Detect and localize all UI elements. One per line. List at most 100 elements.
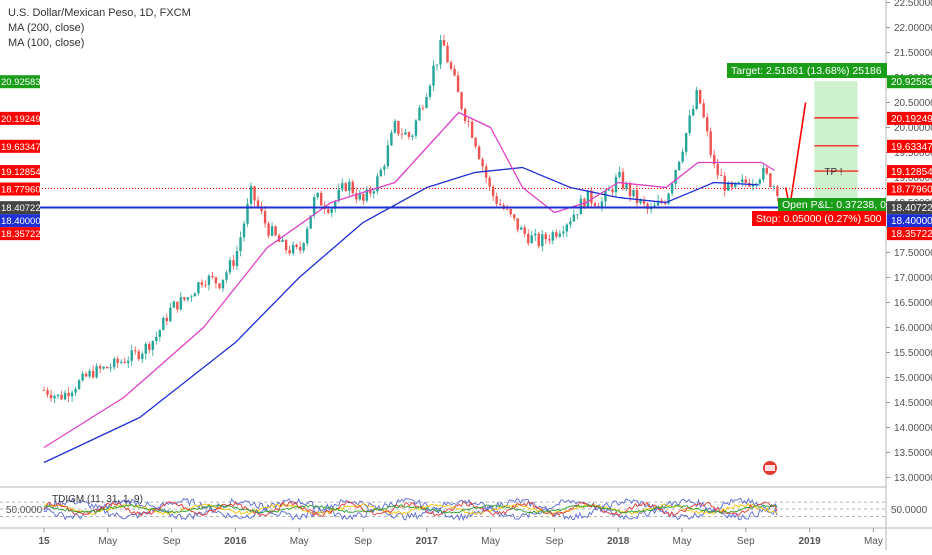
price-axis-label: 16.00000 (894, 323, 932, 334)
price-label-text: 18.40000 (891, 216, 932, 227)
candle-body (516, 218, 519, 230)
indicator-value-label: 50.0000 (891, 505, 928, 516)
time-axis: 15 May Sep 2016 May Sep 2017 May Sep 2018 May Sep 20… (38, 528, 883, 547)
ma100-line (43, 111, 775, 449)
candle-body (56, 394, 60, 397)
candle-body (77, 380, 81, 390)
left-price-label-bg (0, 182, 40, 196)
candle-body (590, 190, 593, 204)
candle-body (593, 203, 597, 207)
candle-body (179, 297, 183, 310)
price-label-bg (887, 214, 932, 228)
indicator-rsi-line (43, 501, 778, 518)
price-label-bg (887, 227, 932, 241)
candle-body (186, 297, 190, 300)
candle-body (744, 179, 747, 183)
candle-body (446, 45, 449, 63)
open-pl-label-bg (778, 198, 886, 212)
candle-body (284, 240, 288, 251)
candle-body (372, 191, 376, 194)
price-label: 19.12854 (887, 165, 932, 179)
left-price-label: 20.92583 (0, 75, 41, 89)
open-pl-label-text: Open P&L: 0.37238, 0 (782, 199, 886, 211)
candle-body (105, 366, 109, 369)
candle-body (81, 373, 84, 381)
candle-body (390, 132, 393, 146)
candle-body (130, 350, 133, 361)
candle-body (141, 353, 144, 360)
candle-body (544, 234, 547, 240)
price-axis-label: 19.00000 (894, 173, 932, 184)
left-price-label-text: 18.77960 (1, 185, 41, 196)
candle-body (341, 183, 344, 190)
candle-body (393, 121, 397, 133)
price-label-text: 18.40722 (891, 203, 932, 214)
candle-body (555, 232, 558, 237)
price-label: 19.63347 (887, 139, 932, 153)
candle-body (562, 231, 565, 234)
candle-body (470, 121, 474, 138)
candle-body (358, 194, 362, 200)
left-price-label: 18.40000 (0, 214, 41, 228)
indicator-pane: TDIGM (11, 31, 1, 9) 50.0000 50.0000 (0, 494, 932, 522)
time-axis-label: 2017 (416, 536, 439, 547)
price-axis-label: 17.00000 (894, 273, 932, 284)
candle-body (316, 192, 319, 198)
candle-body (148, 343, 151, 350)
candle-body (688, 115, 691, 134)
candle-body (112, 358, 116, 368)
candle-body (239, 237, 242, 252)
candle-body (604, 190, 607, 202)
candle-body (46, 390, 49, 395)
price-axis-label: 16.50000 (894, 298, 932, 309)
candle-body (505, 208, 509, 210)
target-label-bg (727, 63, 887, 78)
candle-body (579, 198, 583, 215)
time-axis-label: May (290, 536, 309, 547)
candle-body (646, 203, 649, 210)
candle-body (291, 244, 295, 254)
candle-body (695, 89, 698, 109)
candle-body (414, 120, 418, 136)
candle-body (362, 194, 365, 201)
candle-body (344, 183, 347, 191)
candle-body (537, 233, 540, 247)
candle-body (734, 182, 737, 187)
price-axis-label: 19.50000 (894, 148, 932, 159)
candle-body (421, 107, 425, 109)
price-axis-label: 15.50000 (894, 348, 932, 359)
candle-body (670, 183, 674, 194)
candle-body (88, 370, 91, 377)
candle-body (74, 389, 77, 393)
candle-body (263, 211, 267, 224)
candle-body (70, 392, 74, 397)
candle-body (706, 117, 709, 132)
candle-body (558, 233, 562, 237)
candle-body (281, 240, 284, 242)
candle-body (632, 189, 635, 197)
candle-body (400, 133, 404, 135)
time-axis-label: Sep (546, 536, 564, 547)
candle-body (386, 145, 390, 167)
time-axis-label: 15 (38, 536, 50, 547)
candle-body (727, 182, 730, 191)
candle-body (270, 226, 274, 236)
candle-body (758, 179, 762, 184)
candle-body (295, 244, 298, 247)
candle-body (49, 394, 53, 399)
candle-body (376, 176, 379, 192)
left-price-label-text: 20.19249 (1, 114, 41, 125)
price-label: 18.40722 (887, 201, 932, 215)
time-axis-label: Sep (737, 536, 755, 547)
candle-body (481, 159, 484, 167)
candle-body (351, 181, 354, 194)
candle-body (197, 282, 200, 294)
candle-body (576, 214, 579, 216)
candle-body (460, 92, 463, 109)
candle-body (674, 170, 677, 184)
left-price-label: 18.77960 (0, 182, 41, 196)
candle-body (442, 40, 446, 46)
candle-body (95, 366, 98, 378)
